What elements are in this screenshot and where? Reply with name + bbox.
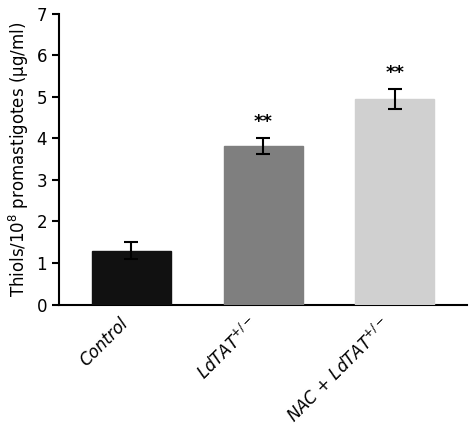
Bar xyxy=(355,99,434,304)
Y-axis label: Thiols/10$^{8}$ promastigotes (μg/ml): Thiols/10$^{8}$ promastigotes (μg/ml) xyxy=(7,22,31,297)
Text: **: ** xyxy=(385,65,404,82)
Bar xyxy=(224,146,302,304)
Text: **: ** xyxy=(254,113,273,131)
Bar xyxy=(92,251,171,304)
